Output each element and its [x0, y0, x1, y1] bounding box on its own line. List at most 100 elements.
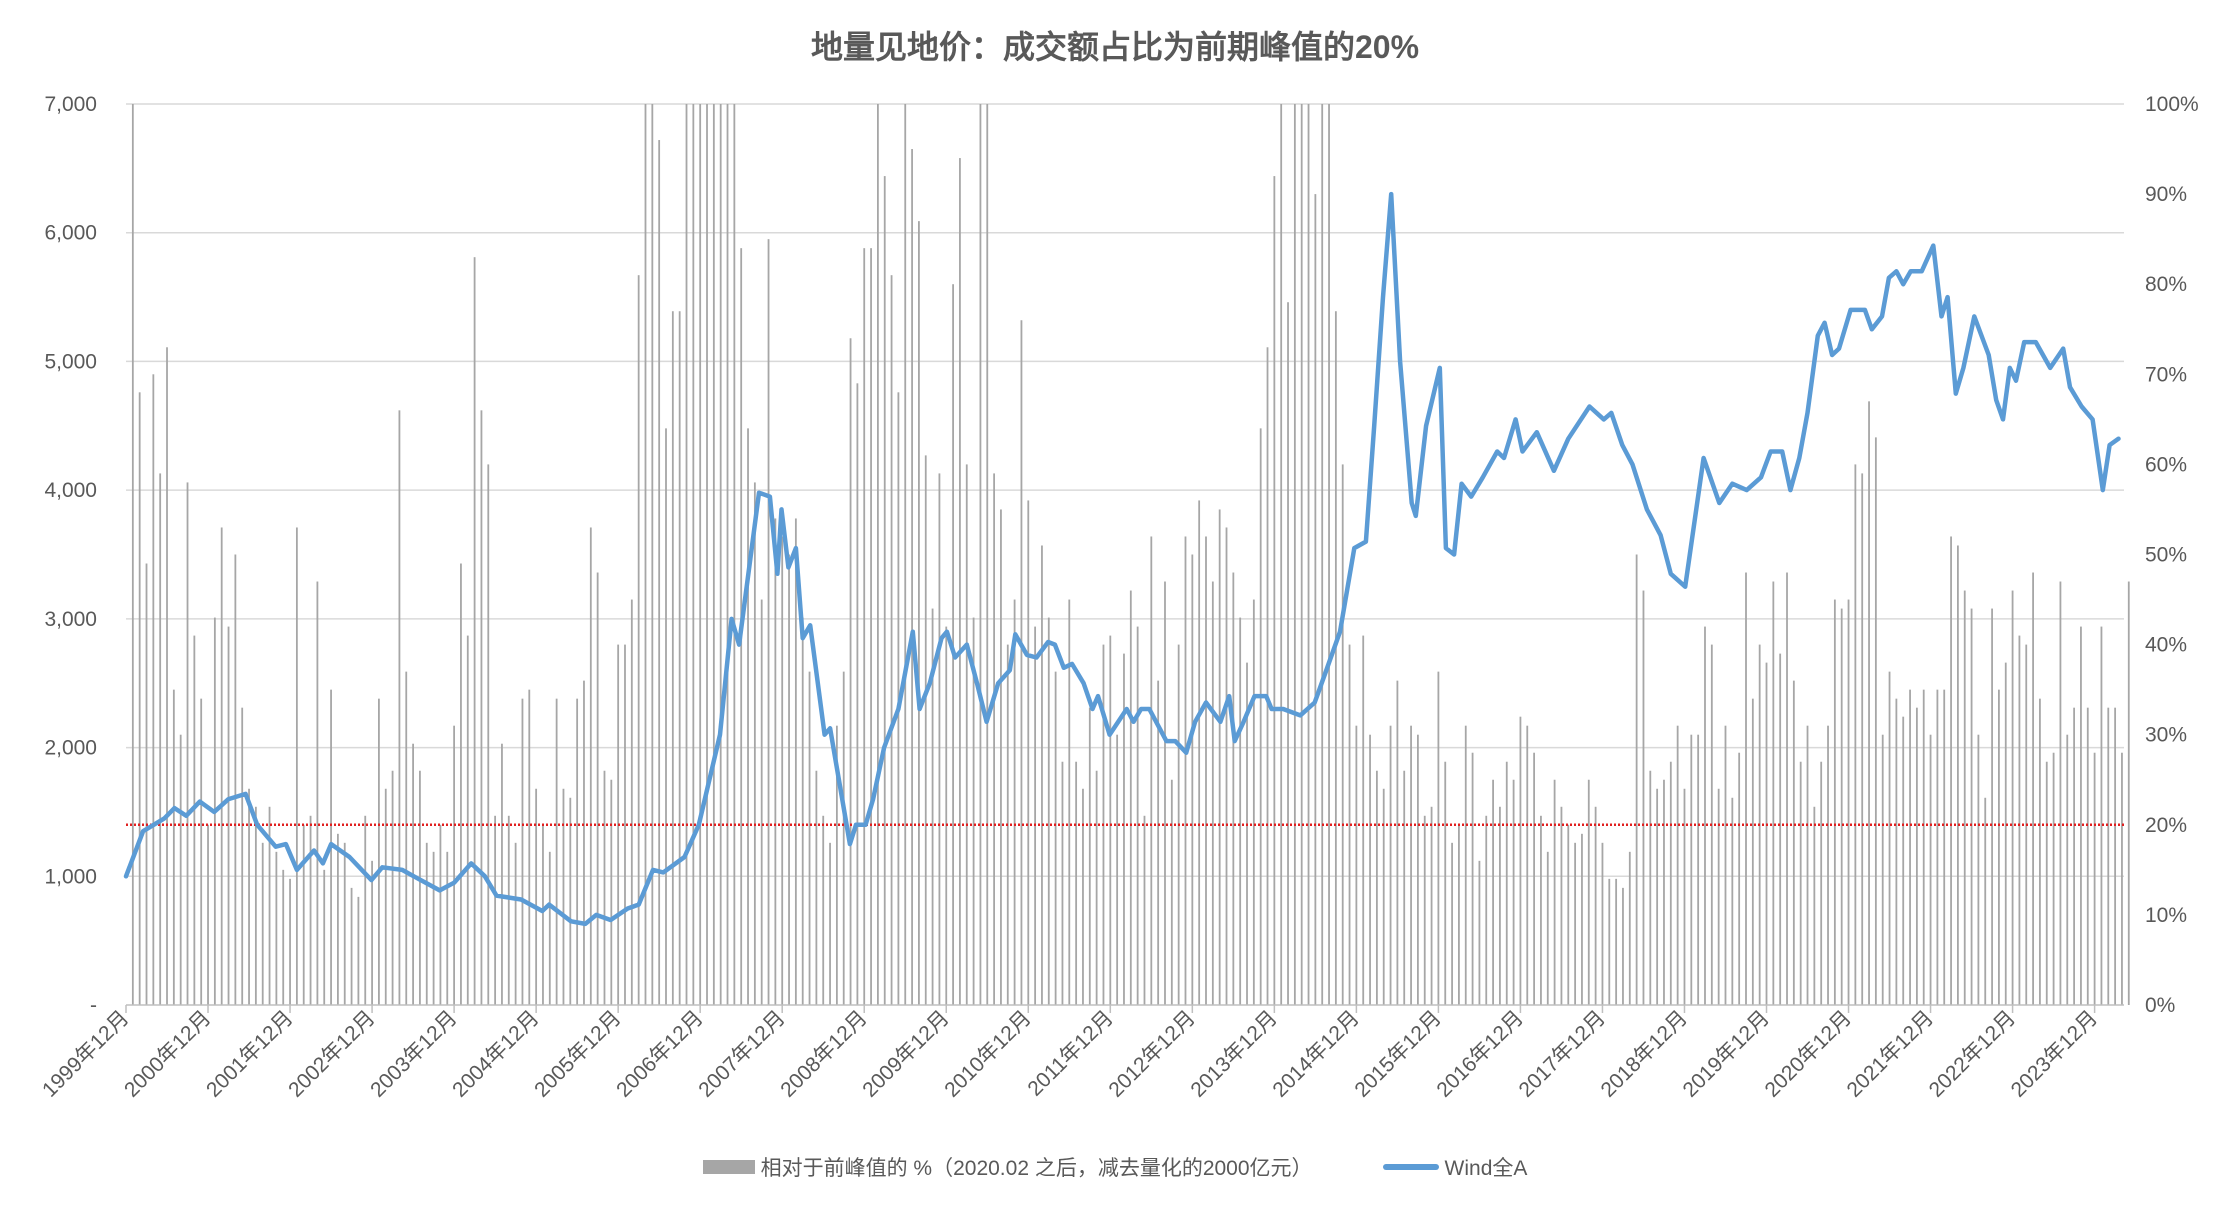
bar — [302, 824, 305, 1005]
bar — [1458, 824, 1460, 1005]
bar — [1594, 806, 1597, 1005]
bar — [2018, 635, 2021, 1005]
legend-item-bars[interactable]: 相对于前峰值的 %（2020.02 之后，减去量化的2000亿元） — [702, 1152, 1313, 1182]
bar — [610, 779, 613, 1005]
bar — [186, 482, 189, 1005]
bar — [637, 275, 640, 1005]
y-left-tick-label: 4,000 — [44, 479, 97, 502]
x-tick-label: 2014年12月 — [1268, 1006, 1364, 1102]
bar — [336, 833, 339, 1005]
bar — [1786, 572, 1788, 1005]
bar — [1792, 680, 1795, 1005]
chart-title: 地量见地价：成交额占比为前期峰值的20% — [810, 29, 1420, 65]
bar — [1984, 797, 1987, 1005]
bar-series — [131, 104, 2130, 1006]
bar — [507, 815, 510, 1005]
bar — [501, 743, 503, 1005]
bar — [870, 248, 872, 1005]
bar — [904, 104, 907, 1005]
bar — [1553, 779, 1556, 1005]
bar — [473, 257, 476, 1005]
bar — [1136, 626, 1139, 1005]
bar — [1423, 815, 1426, 1005]
x-tick-label: 1999年12月 — [38, 1006, 134, 1102]
bar — [979, 104, 982, 1005]
bar — [1150, 536, 1153, 1005]
x-tick-label: 2016年12月 — [1432, 1006, 1528, 1102]
bar — [282, 869, 285, 1005]
bar — [1649, 770, 1652, 1005]
bar — [986, 104, 989, 1005]
bar — [1779, 653, 1782, 1005]
bar — [1738, 752, 1741, 1005]
x-tick-label: 2004年12月 — [448, 1006, 544, 1102]
bar — [2059, 581, 2062, 1005]
bar — [569, 797, 572, 1005]
bar — [1526, 725, 1529, 1005]
bar — [2066, 734, 2069, 1005]
x-tick-label: 2017年12月 — [1514, 1006, 1610, 1102]
bar — [856, 383, 859, 1005]
bar — [1321, 104, 1324, 1005]
bar — [671, 311, 674, 1006]
bar — [1642, 590, 1645, 1005]
legend-swatch-line — [1382, 1164, 1439, 1170]
bar — [439, 824, 442, 1005]
bar — [849, 338, 852, 1005]
legend-label-bars: 相对于前峰值的 %（2020.02 之后，减去量化的2000亿元） — [760, 1157, 1313, 1180]
bar — [1970, 608, 1973, 1005]
x-tick-label: 2015年12月 — [1350, 1006, 1446, 1102]
bar — [2052, 752, 2055, 1005]
bar — [842, 671, 845, 1005]
bar — [794, 518, 797, 1005]
bar — [1382, 788, 1385, 1005]
bar — [596, 572, 599, 1005]
x-tick-label: 2005年12月 — [530, 1006, 626, 1102]
legend: 相对于前峰值的 %（2020.02 之后，减去量化的2000亿元） Wind全A — [0, 1152, 2230, 1182]
x-tick-label: 2003年12月 — [366, 1006, 462, 1102]
bar — [1034, 626, 1037, 1005]
x-tick-label: 2018年12月 — [1597, 1006, 1693, 1102]
bar — [1540, 815, 1542, 1005]
bar — [1950, 536, 1952, 1005]
bar — [152, 374, 155, 1005]
bar — [227, 626, 230, 1005]
bar — [487, 464, 490, 1005]
y-right-tick-label: 60% — [2145, 453, 2187, 476]
bar — [1601, 842, 1604, 1005]
y-left-tick-label: 1,000 — [44, 865, 97, 888]
bar — [1451, 842, 1453, 1005]
bar — [193, 635, 196, 1005]
bar — [2011, 590, 2014, 1005]
bar — [1717, 788, 1720, 1005]
bar — [528, 689, 531, 1005]
bar — [1334, 311, 1337, 1006]
bar — [1847, 599, 1850, 1005]
bar — [2121, 752, 2123, 1005]
bar — [1581, 833, 1583, 1005]
x-tick-label: 2013年12月 — [1186, 1006, 1282, 1102]
y-right-tick-label: 0% — [2145, 994, 2175, 1017]
bar — [630, 599, 633, 1005]
gridlines — [126, 103, 2124, 878]
bar — [1546, 851, 1549, 1005]
bar — [1041, 545, 1043, 1005]
bar — [1198, 500, 1201, 1005]
bar — [275, 851, 278, 1005]
bar — [295, 527, 298, 1005]
bar — [1963, 590, 1966, 1005]
bar — [2039, 698, 2041, 1005]
bar — [1000, 509, 1002, 1005]
bar — [1444, 761, 1447, 1005]
bar — [460, 563, 462, 1005]
bar — [159, 473, 162, 1005]
bar — [747, 428, 749, 1005]
bar — [405, 671, 408, 1005]
bar — [890, 275, 893, 1005]
bar — [1492, 779, 1494, 1005]
bar — [876, 104, 879, 1005]
bar — [651, 104, 654, 1005]
legend-item-line[interactable]: Wind全A — [1382, 1152, 1527, 1182]
bar — [1533, 752, 1536, 1005]
bar — [2032, 572, 2034, 1005]
